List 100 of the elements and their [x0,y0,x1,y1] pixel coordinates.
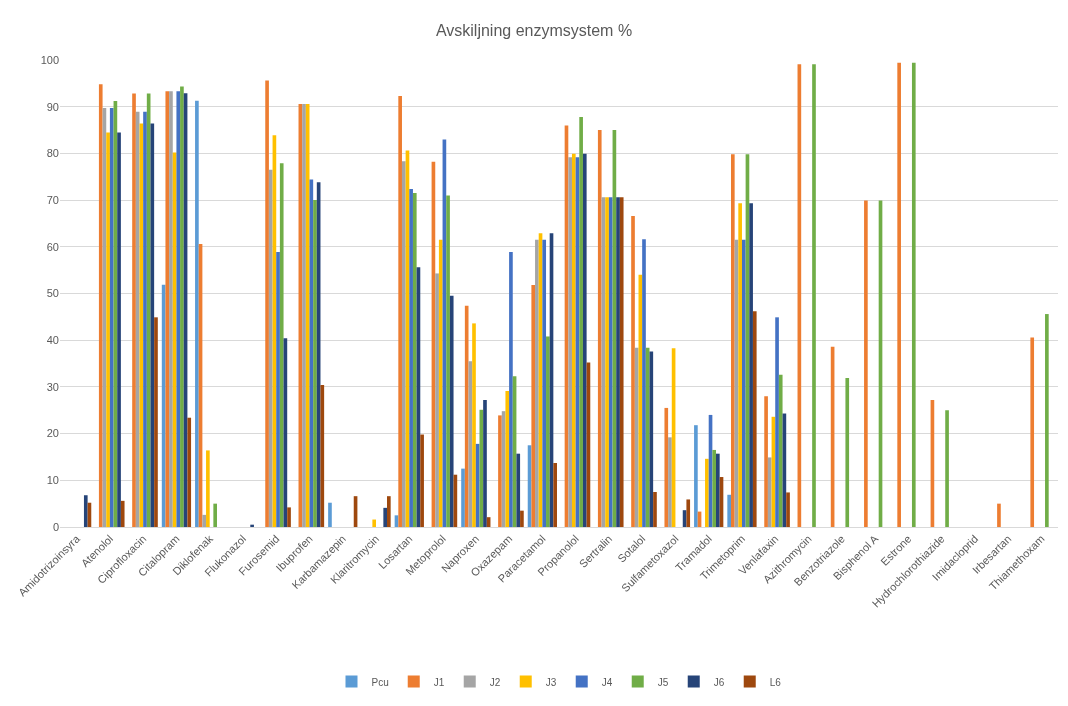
bar [741,239,746,527]
legend-label: J3 [545,676,557,688]
bar [642,239,646,527]
bar [154,317,158,527]
y-tick-label: 50 [46,287,59,300]
bar [712,449,717,527]
bar [668,437,672,527]
bar [509,251,513,527]
bar [764,396,768,527]
bar [461,468,465,527]
bar [1045,314,1049,527]
bar [132,93,136,527]
bar [268,169,273,527]
bar [571,153,576,527]
bar [664,407,669,527]
bar [202,514,207,527]
bar [150,123,155,527]
bar [195,100,199,527]
y-tick-label: 20 [46,427,59,440]
bar [180,86,184,527]
legend-label: J5 [657,676,669,688]
bar [546,336,550,527]
bar [305,103,310,527]
bar [727,494,731,527]
bar [619,197,624,527]
legend-label: J4 [601,676,613,688]
bar [106,132,110,527]
bar [597,130,602,527]
bar [135,111,140,527]
bar [1030,337,1035,527]
bar [535,239,539,527]
bar [383,507,388,527]
bar [605,197,609,527]
bar [398,95,402,527]
bar [464,305,469,527]
bar [483,399,487,527]
bar [265,80,269,527]
bar [775,317,779,527]
chart-title: Avskiljning enzymsystem % [435,21,633,39]
bar [579,116,583,527]
bar [320,385,325,527]
bar [749,203,753,527]
bar [435,273,439,527]
bar [582,153,587,527]
y-tick-label: 60 [46,240,59,253]
bar [786,492,790,527]
bar [616,197,620,527]
bar [446,195,450,527]
bar [752,311,757,527]
bar [778,374,783,527]
bar [472,323,476,527]
bar [409,188,413,527]
bar [412,193,417,527]
legend-label: J2 [489,676,501,688]
bar [767,457,772,527]
bar [649,351,654,527]
bar [505,391,510,527]
bar [568,157,572,527]
y-tick-label: 90 [46,100,59,113]
bar [634,347,639,527]
bar [187,417,192,527]
bar [531,285,536,527]
bar [165,91,170,527]
bar [83,495,88,527]
bar [313,200,317,527]
bar [897,62,901,527]
bar [738,203,742,527]
y-tick-label: 10 [46,474,59,487]
bar [143,111,147,527]
bar [694,425,698,527]
bar [206,450,210,527]
bar [98,84,103,527]
y-tick-label: 40 [46,334,59,347]
bar [109,108,114,527]
bar [686,499,691,527]
bar [279,163,284,527]
bar [117,132,121,527]
bar [553,463,557,527]
bar [302,103,306,527]
bar [498,415,502,527]
bar [120,500,125,527]
bar [516,453,521,527]
legend-label: J1 [433,676,445,688]
bar [276,251,280,527]
bar [845,378,850,527]
bar [176,91,181,527]
bar [911,62,916,527]
bar [716,453,720,527]
bar [169,91,173,527]
bar [520,510,524,527]
bar [449,295,454,527]
y-tick-label: 100 [40,53,59,66]
bar [372,519,377,527]
bar [401,161,406,527]
y-tick-label: 30 [46,380,59,393]
bar [653,491,657,527]
y-tick-label: 70 [46,193,59,206]
bar [287,507,291,527]
bar [705,458,709,527]
legend-label: L6 [769,676,782,688]
